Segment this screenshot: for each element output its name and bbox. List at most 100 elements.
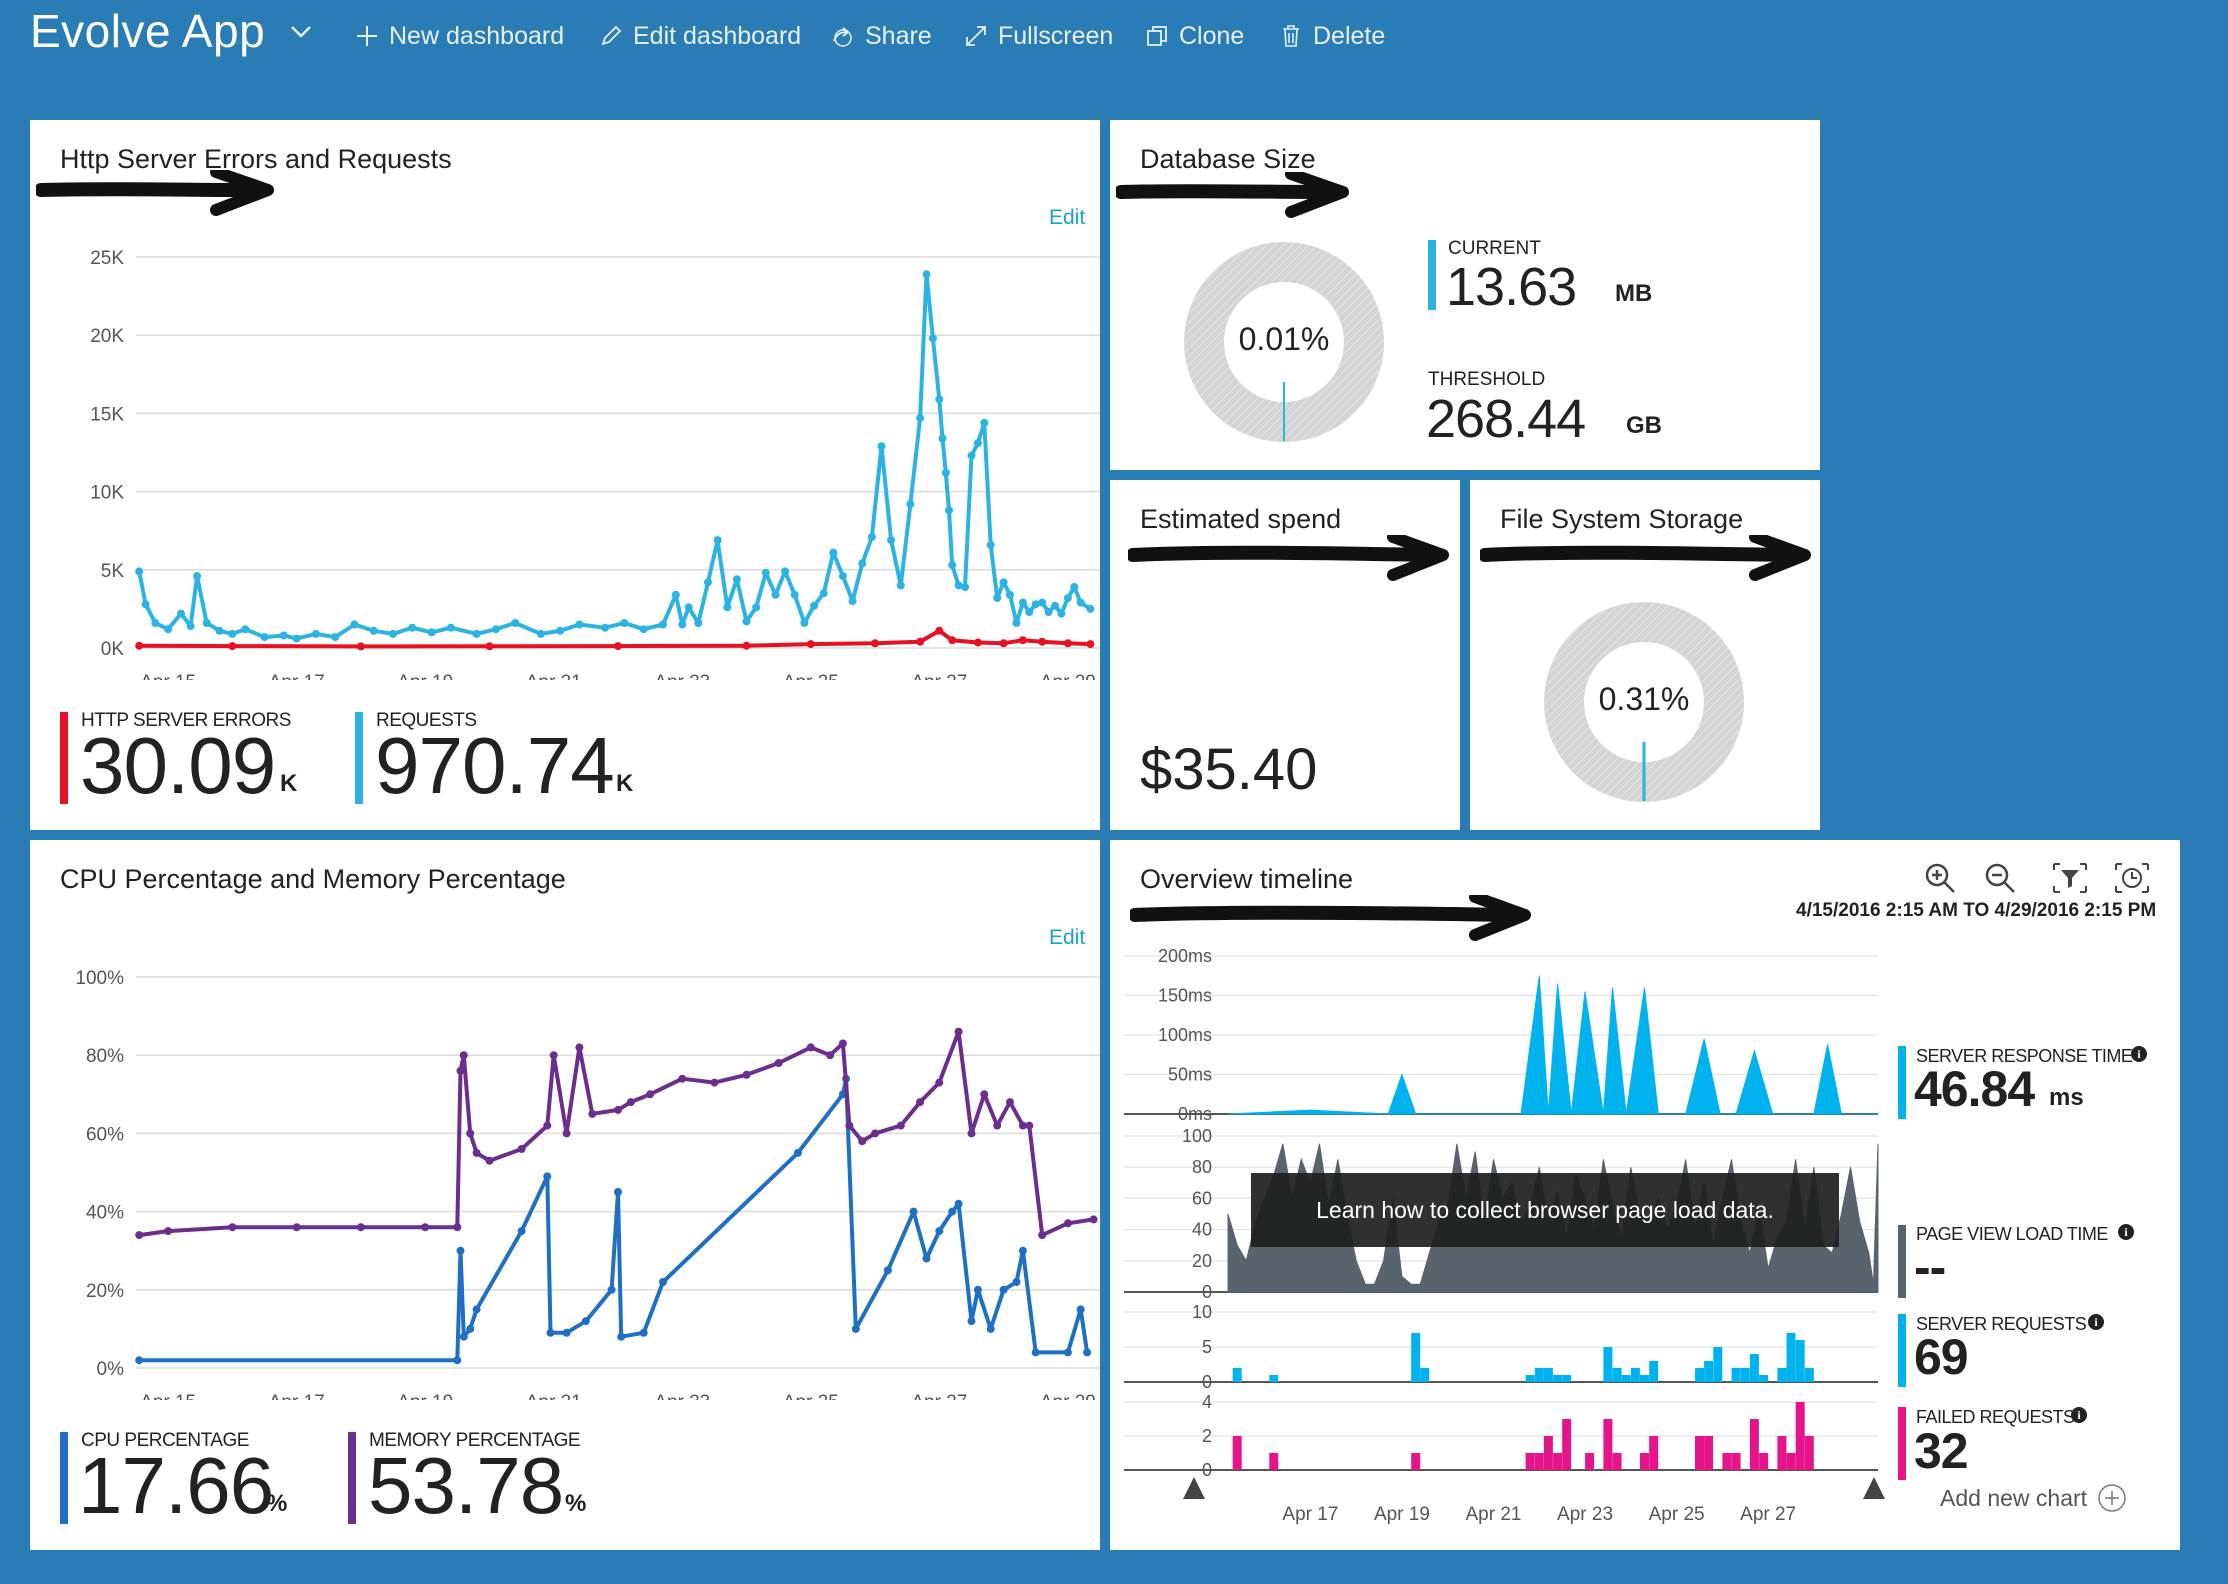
x-tick-label: Apr 21 [526,1392,582,1400]
data-point [135,1231,144,1240]
data-point [546,1328,555,1337]
data-point [617,1332,626,1341]
data-point [485,1156,494,1165]
data-point [935,1078,944,1087]
data-point [1063,639,1072,648]
bar-server-requests [1749,1354,1759,1382]
memory-value: 53.78 [368,1441,564,1530]
chevron-down-icon[interactable] [286,16,316,46]
database-size-tile[interactable]: Database Size 0.01% CURRENT 13.63 MB THR… [1110,120,1820,470]
data-point [446,623,455,632]
edit-link[interactable]: Edit [1049,926,1086,949]
bar-failed-requests [1232,1436,1242,1470]
spend-value: $35.40 [1140,737,1318,802]
delete-button[interactable]: Delete [1278,18,1385,54]
y-tick-label: 0 [1202,1372,1212,1392]
data-point [986,540,995,549]
srt-color-bar [1898,1046,1906,1119]
fr-value: 32 [1914,1423,1969,1479]
x-tick-label: Apr 17 [1282,1504,1338,1525]
data-point [671,590,680,599]
x-tick-label: Apr 25 [783,1392,839,1400]
new-dashboard-label: New dashboard [389,21,565,50]
data-point [659,1278,667,1286]
time-range-icon[interactable] [2114,860,2150,896]
clone-button[interactable]: Clone [1144,18,1244,54]
data-point [935,626,944,635]
range-start-handle[interactable] [1183,1477,1205,1499]
filter-icon[interactable] [2052,860,2088,896]
edit-dashboard-button[interactable]: Edit dashboard [598,18,801,54]
data-point [1025,1121,1034,1130]
cpu-memory-tile[interactable]: CPU Percentage and Memory Percentage Edi… [30,840,1100,1550]
data-point [1012,1278,1021,1286]
overview-timeline-tile[interactable]: Overview timeline 4/15/2016 2:15 AM TO 4… [1110,840,2180,1550]
data-point [588,1109,597,1118]
data-point [646,1090,655,1099]
y-tick-label: 100ms [1158,1025,1212,1045]
data-point [1063,594,1072,602]
new-dashboard-button[interactable]: New dashboard [354,18,564,54]
data-point [710,1078,719,1087]
add-new-chart-button[interactable]: Add new chart [1940,1483,2127,1513]
data-point [202,619,211,627]
bar-server-requests [1562,1375,1572,1382]
data-point [459,1051,468,1060]
cpu-color-bar [60,1432,68,1524]
bar-failed-requests [1731,1453,1741,1470]
data-point [292,1223,301,1232]
tile-title: Overview timeline [1140,864,1354,894]
memory-label: MEMORY PERCENTAGE [369,1430,581,1451]
data-point [916,414,925,423]
data-point [228,1223,237,1232]
fullscreen-label: Fullscreen [998,21,1114,50]
trash-icon [1283,25,1299,47]
page-load-info-overlay[interactable]: Learn how to collect browser page load d… [1251,1173,1839,1247]
data-point [164,625,173,634]
edit-dashboard-label: Edit dashboard [633,21,802,50]
data-point [517,1145,526,1153]
info-icon[interactable]: i [2071,1407,2087,1423]
estimated-spend-tile[interactable]: Estimated spend $35.40 [1110,480,1460,830]
data-point [826,1051,835,1060]
fullscreen-button[interactable]: Fullscreen [963,18,1113,54]
data-point [896,1121,905,1130]
data-point [896,581,905,590]
data-point [742,1070,751,1079]
bar-server-requests [1649,1361,1659,1382]
info-icon[interactable]: i [2088,1314,2104,1330]
zoom-out-icon[interactable] [1982,860,2018,896]
requests-value: 970.74 [375,721,615,810]
data-point [871,1129,880,1138]
data-point [1070,583,1079,591]
bar-failed-requests [1759,1453,1769,1470]
bar-failed-requests [1804,1436,1814,1470]
data-point [164,1227,173,1236]
pv-color-bar [1898,1225,1906,1298]
range-end-handle[interactable] [1863,1477,1885,1499]
fr-label: FAILED REQUESTS [1916,1407,2075,1427]
x-tick-label: Apr 21 [526,672,582,680]
zoom-in-icon[interactable] [1922,860,1958,896]
x-tick-label: Apr 19 [397,672,453,680]
file-system-storage-tile[interactable]: File System Storage 0.31% [1470,480,1820,830]
y-tick-label: 20% [86,1281,124,1302]
x-tick-label: Apr 19 [1374,1504,1430,1525]
share-button[interactable]: Share [830,18,932,54]
data-point [845,1121,854,1130]
data-point [1063,1348,1072,1357]
info-icon[interactable]: i [2131,1046,2147,1062]
data-point [141,600,150,609]
series-line-requests [137,272,1092,641]
http-errors-requests-tile[interactable]: Http Server Errors and Requests Edit 25K… [30,120,1100,830]
data-point [999,639,1008,648]
data-point [1018,598,1027,607]
data-point [1051,601,1059,610]
y-tick-label: 80% [86,1046,124,1067]
edit-link[interactable]: Edit [1049,206,1086,229]
data-point [948,1207,957,1216]
bar-server-requests [1411,1333,1421,1382]
y-tick-label: 0K [101,639,125,660]
data-point [935,395,944,404]
info-icon[interactable]: i [2118,1224,2134,1240]
